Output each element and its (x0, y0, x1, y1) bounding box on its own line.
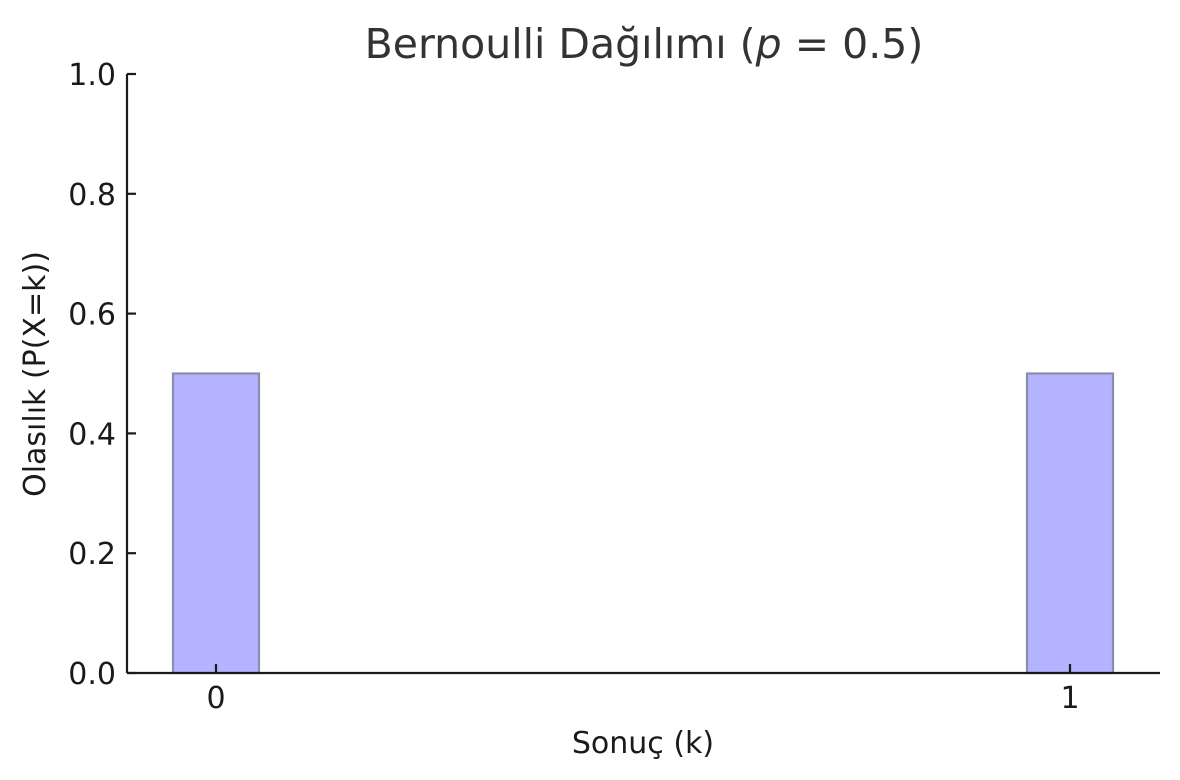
chart-title-prefix: Bernoulli Dağılımı ( (365, 20, 756, 68)
x-tick-label: 0 (206, 681, 225, 716)
bar-series (171, 372, 1115, 675)
chart-title: Bernoulli Dağılımı (p = 0.5) (365, 20, 924, 68)
y-tick-label: 0.0 (68, 657, 116, 692)
x-axis-label: Sonuç (k) (572, 726, 714, 761)
y-axis-label: Olasılık (P(X=k)) (18, 251, 53, 497)
y-tick-label: 1.0 (68, 58, 116, 93)
chart-title-suffix: = 0.5) (782, 20, 924, 68)
chart-title-variable: p (755, 20, 782, 68)
bar-1 (1025, 372, 1115, 675)
x-tick-label: 1 (1060, 681, 1079, 716)
y-tick-label: 0.4 (68, 417, 116, 452)
bar-0 (171, 372, 261, 675)
y-axis-ticks: 0.0 0.2 0.4 0.6 0.8 1.0 (68, 58, 136, 692)
y-tick-label: 0.6 (68, 298, 116, 333)
y-tick-label: 0.8 (68, 178, 116, 213)
y-tick-label: 0.2 (68, 537, 116, 572)
